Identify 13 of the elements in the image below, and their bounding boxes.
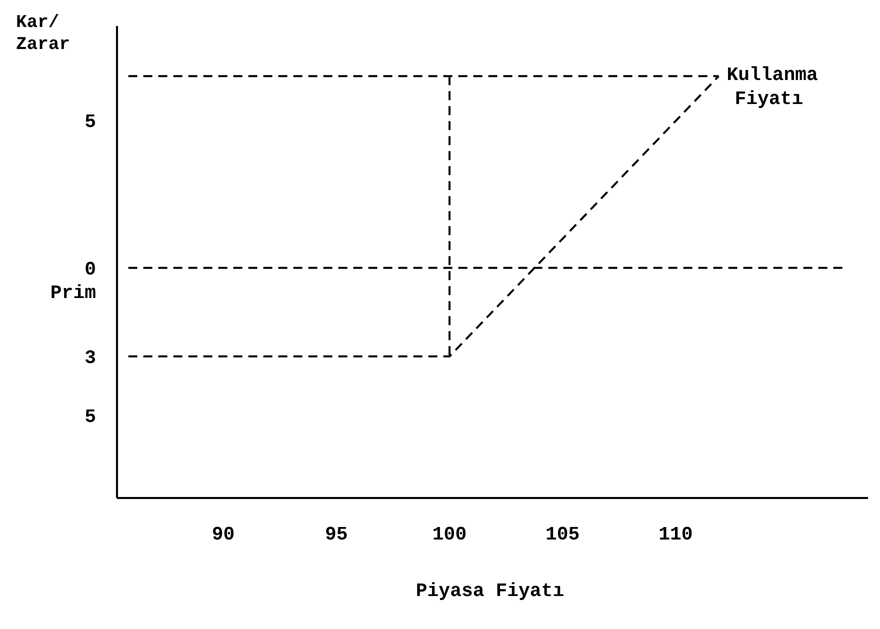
x-axis-title: Piyasa Fiyatı [414,580,566,602]
x-tick-label: 100 [432,523,467,546]
y-tick-label: Prim [50,282,96,304]
y-axis-title: Kar/ Zarar [16,12,72,56]
y-tick-label: 5 [84,111,96,134]
y-tick-label: 0 [84,258,96,281]
y-tick-label: 3 [84,347,96,370]
x-tick-label: 90 [212,523,235,546]
x-tick-label: 105 [546,523,580,546]
x-tick-label: 95 [325,523,348,546]
annotation: Kullanma Fiyatı [726,64,818,110]
x-tick-label: 110 [658,523,693,546]
y-tick-label: 5 [84,406,96,428]
